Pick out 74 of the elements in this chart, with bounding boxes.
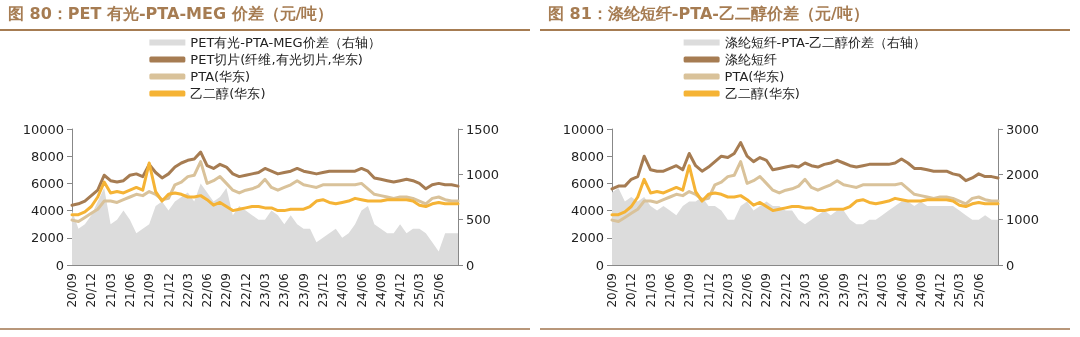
chart-title: 图 80：PET 有光-PTA-MEG 价差（元/吨） [0, 0, 530, 31]
y2-tick-label: 3000 [1006, 121, 1040, 137]
x-tick-label: 24/06 [894, 273, 909, 308]
x-tick-label: 24/09 [373, 273, 388, 308]
y2-tick-label: 2000 [1006, 166, 1040, 182]
x-tick-label: 23/09 [296, 273, 311, 308]
y-tick-label: 10000 [22, 121, 64, 137]
x-tick-label: 23/12 [315, 273, 330, 308]
x-tick-label: 22/12 [238, 273, 253, 308]
x-tick-label: 25/03 [412, 273, 427, 308]
x-tick-label: 21/12 [701, 273, 716, 308]
legend-label: PTA(华东) [724, 69, 785, 84]
x-tick-label: 24/09 [913, 273, 928, 308]
x-tick-label: 23/06 [817, 273, 832, 308]
y-tick-label: 10000 [562, 121, 604, 137]
x-tick-label: 20/09 [605, 273, 619, 308]
x-tick-label: 22/09 [759, 273, 774, 308]
x-tick-label: 24/12 [393, 273, 408, 308]
x-tick-label: 21/09 [682, 273, 697, 308]
y-tick-label: 6000 [30, 175, 64, 191]
y2-tick-label: 0 [1006, 257, 1015, 273]
y2-tick-label: 1000 [466, 166, 500, 182]
legend-label: 涤纶短纤 [724, 52, 777, 67]
y-tick-label: 2000 [570, 230, 604, 246]
x-tick-label: 22/09 [219, 273, 234, 308]
x-tick-label: 21/09 [142, 273, 157, 308]
y-tick-label: 2000 [30, 230, 64, 246]
x-tick-label: 22/06 [200, 273, 215, 308]
legend-label: PET有光-PTA-MEG价差（右轴） [190, 35, 381, 50]
legend-label: 乙二醇(华东) [724, 86, 800, 101]
y-tick-label: 0 [595, 257, 604, 273]
x-tick-label: 22/06 [740, 273, 755, 308]
y-tick-label: 8000 [570, 148, 604, 164]
x-tick-label: 23/06 [277, 273, 292, 308]
y2-tick-label: 500 [466, 212, 491, 228]
x-tick-label: 25/03 [952, 273, 967, 308]
y-tick-label: 6000 [570, 175, 604, 191]
legend-label: PET切片(纤维,有光切片,华东) [190, 52, 363, 67]
x-tick-label: 21/06 [122, 273, 137, 308]
x-tick-label: 23/12 [855, 273, 870, 308]
x-tick-label: 22/03 [180, 273, 195, 308]
x-tick-label: 24/06 [354, 273, 369, 308]
x-tick-label: 20/12 [84, 273, 99, 308]
x-tick-label: 25/06 [971, 273, 986, 308]
chart-title: 图 81：涤纶短纤-PTA-乙二醇价差（元/吨） [540, 0, 1070, 31]
line-series [70, 150, 460, 207]
legend-label: PTA(华东) [190, 69, 251, 84]
y2-tick-label: 1000 [1006, 212, 1040, 228]
legend-label: 涤纶短纤-PTA-乙二醇价差（右轴） [724, 35, 927, 50]
x-tick-label: 21/03 [643, 273, 658, 308]
x-tick-label: 21/06 [662, 273, 677, 308]
y-tick-label: 4000 [30, 203, 64, 219]
x-tick-label: 22/03 [720, 273, 735, 308]
line-series [610, 141, 1000, 191]
x-tick-label: 21/03 [103, 273, 118, 308]
x-tick-label: 23/03 [798, 273, 812, 308]
x-tick-label: 25/06 [431, 273, 446, 308]
x-tick-label: 23/09 [836, 273, 851, 308]
x-tick-label: 20/09 [65, 273, 79, 308]
y2-tick-label: 1500 [466, 121, 500, 137]
x-tick-label: 22/12 [778, 273, 793, 308]
y2-tick-label: 0 [466, 257, 475, 273]
x-tick-label: 23/03 [258, 273, 272, 308]
legend-label: 乙二醇(华东) [190, 86, 266, 101]
y-tick-label: 0 [55, 257, 64, 273]
x-tick-label: 20/12 [624, 273, 639, 308]
y-tick-label: 4000 [570, 203, 604, 219]
line-series [610, 160, 1000, 223]
y-tick-label: 8000 [30, 148, 64, 164]
x-tick-label: 24/03 [335, 273, 350, 308]
x-tick-label: 24/03 [875, 273, 890, 308]
x-tick-label: 24/12 [933, 273, 948, 308]
line-series [610, 164, 1000, 217]
x-tick-label: 21/12 [161, 273, 176, 308]
